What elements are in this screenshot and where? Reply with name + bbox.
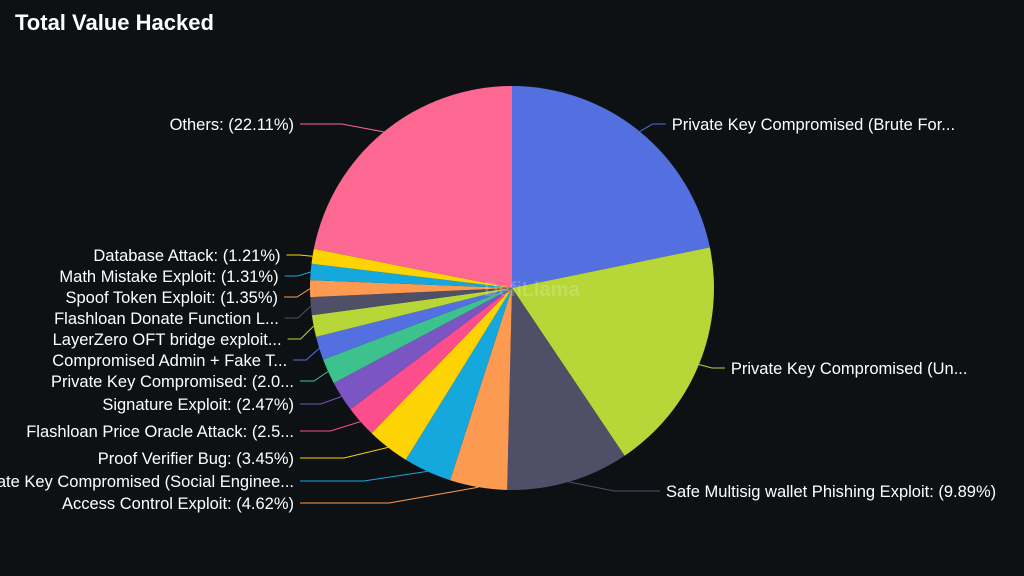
leader-line [300,446,389,459]
pie-slice[interactable] [310,280,512,298]
pie-slice[interactable] [507,288,625,490]
slice-label: Private Key Compromised (Social Enginee.… [0,473,294,491]
leader-line [698,364,725,369]
slice-label: Safe Multisig wallet Phishing Exploit: (… [666,483,996,501]
pie-slice[interactable] [316,288,512,360]
pie-slice[interactable] [512,247,714,456]
leader-line [284,271,311,277]
pie-slice[interactable] [310,263,512,288]
pie-slice[interactable] [313,86,512,288]
leader-line [287,325,314,340]
pie-slice[interactable] [311,248,512,288]
slice-label: Flashloan Donate Function L... [54,310,279,328]
slice-label: Others: (22.11%) [170,116,294,134]
pie-slice[interactable] [311,288,512,337]
slice-label: Private Key Compromised: (2.0... [51,373,294,391]
slice-label: Private Key Compromised (Brute For... [672,116,955,134]
slice-label: LayerZero OFT bridge exploit... [53,331,282,349]
slice-label: Compromised Admin + Fake T... [52,352,287,370]
leader-line [300,123,384,133]
pie-slice[interactable] [512,86,710,288]
leader-line [300,396,342,405]
slice-label: Proof Verifier Bug: (3.45%) [98,450,294,468]
slice-label: Signature Exploit: (2.47%) [102,396,294,414]
leader-line [568,481,660,492]
pie-slice[interactable] [350,288,512,434]
slice-label: Spoof Token Exploit: (1.35%) [66,289,279,307]
pie-slice[interactable] [450,288,512,490]
leader-line [284,305,312,319]
slice-label: Database Attack: (1.21%) [93,247,280,265]
pie-slice[interactable] [333,288,512,410]
pie-slice[interactable] [323,288,512,384]
leader-line [300,486,479,504]
slice-label: Math Mistake Exploit: (1.31%) [59,268,278,286]
slice-label: Access Control Exploit: (4.62%) [62,495,294,513]
leader-line [300,470,428,482]
pie-slice[interactable] [371,288,512,460]
leader-line [639,123,666,132]
pie-slice[interactable] [405,288,512,481]
leader-line [300,421,361,432]
slice-label: Private Key Compromised (Un... [731,360,968,378]
leader-line [300,371,329,382]
leader-line [286,254,313,257]
leader-line [284,288,311,298]
watermark-text: DefiLlama [484,279,580,301]
pie-slice[interactable] [310,288,512,316]
chart-title: Total Value Hacked [15,10,214,35]
slice-label: Flashloan Price Oracle Attack: (2.5... [26,423,294,441]
leader-line [293,348,320,361]
